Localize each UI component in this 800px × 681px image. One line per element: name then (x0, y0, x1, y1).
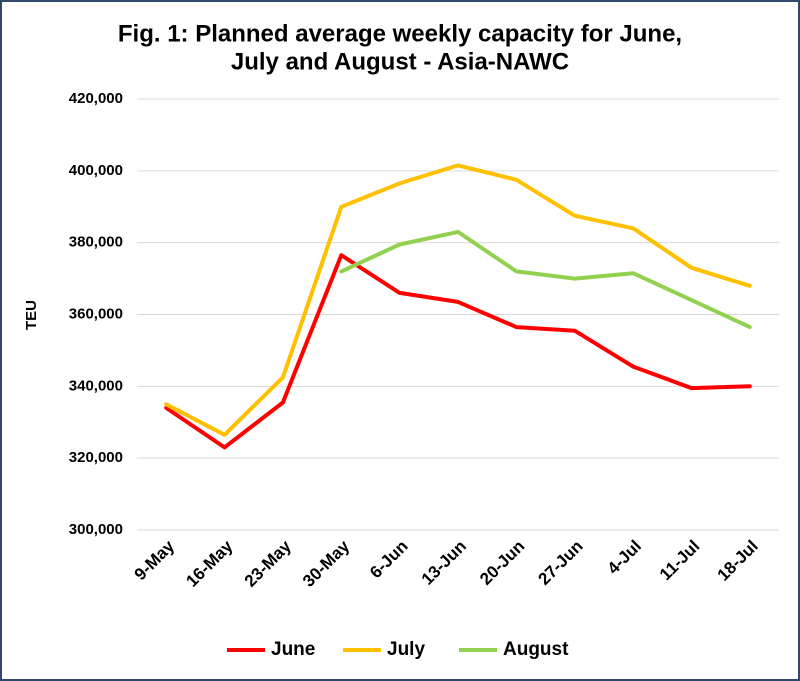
y-tick-label: 380,000 (69, 234, 123, 251)
series-line (164, 163, 752, 437)
y-axis-label: TEU (23, 300, 40, 330)
chart-title: Fig. 1: Planned average weekly capacity … (118, 20, 682, 47)
series-line (164, 253, 752, 450)
chart-title: July and August - Asia-NAWC (231, 48, 569, 75)
legend-label: July (387, 639, 425, 660)
y-tick-label: 300,000 (69, 521, 123, 538)
legend-label: August (503, 639, 569, 660)
legend-label: June (271, 639, 315, 660)
y-tick-label: 320,000 (69, 449, 123, 466)
y-tick-label: 340,000 (69, 377, 123, 394)
y-tick-label: 400,000 (69, 162, 123, 179)
y-tick-label: 420,000 (69, 90, 123, 107)
series-line (339, 229, 752, 330)
y-tick-label: 360,000 (69, 305, 123, 322)
